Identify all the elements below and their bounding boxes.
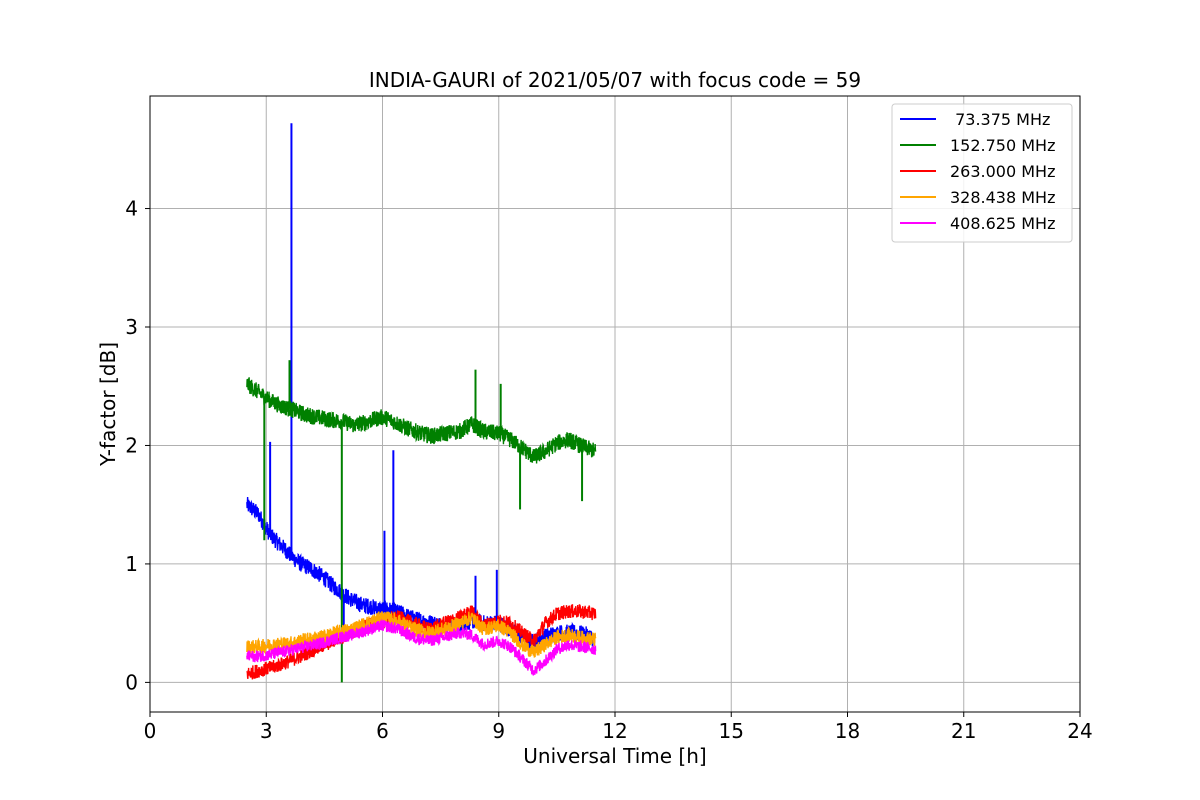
y-tick-label: 4 — [125, 197, 138, 221]
legend: 73.375 MHz 152.750 MHz 263.000 MHz 328.438 … — [891, 103, 1073, 243]
legend-entry: 152.750 MHz — [950, 136, 1055, 155]
series-1 — [246, 360, 597, 683]
x-tick-label: 3 — [260, 719, 273, 743]
legend-entry: 263.000 MHz — [950, 162, 1055, 181]
x-tick-label: 18 — [835, 719, 860, 743]
series-line — [246, 611, 597, 658]
series-layer — [246, 123, 597, 683]
chart-title: INDIA-GAURI of 2021/05/07 with focus cod… — [369, 68, 861, 92]
y-tick-label: 2 — [125, 433, 138, 457]
x-tick-label: 15 — [719, 719, 744, 743]
x-tick-label: 12 — [602, 719, 627, 743]
x-axis-label: Universal Time [h] — [523, 744, 706, 768]
y-axis-label: Y-factor [dB] — [96, 342, 120, 467]
series-3 — [246, 611, 597, 658]
series-0 — [246, 123, 596, 651]
legend-entry: 73.375 MHz — [950, 110, 1050, 129]
legend-entry: 408.625 MHz — [950, 214, 1055, 233]
y-tick-label: 1 — [125, 552, 138, 576]
x-tick-label: 6 — [376, 719, 389, 743]
legend-entry: 328.438 MHz — [950, 188, 1055, 207]
series-4 — [246, 618, 597, 676]
y-tick-label: 3 — [125, 315, 138, 339]
y-tick-label: 0 — [125, 670, 138, 694]
series-line — [246, 618, 597, 676]
series-line — [246, 377, 597, 464]
x-tick-label: 0 — [144, 719, 157, 743]
x-tick-label: 24 — [1067, 719, 1092, 743]
x-tick-label: 9 — [492, 719, 505, 743]
legend-box — [891, 103, 1073, 243]
x-tick-label: 21 — [951, 719, 976, 743]
